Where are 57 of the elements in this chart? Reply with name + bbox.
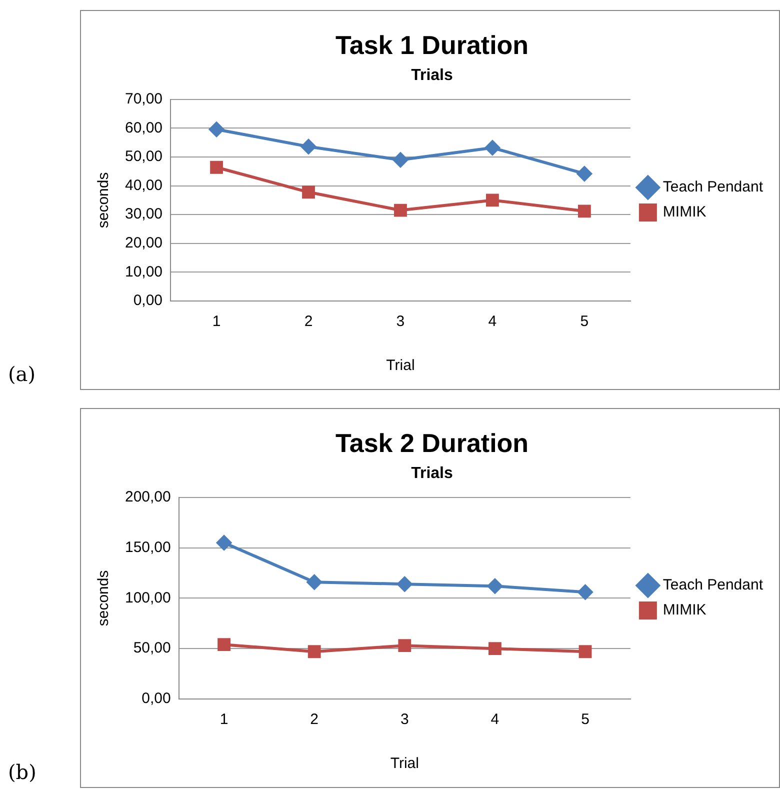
x-tick-label: 2 xyxy=(310,711,319,728)
y-tick-label: 0,00 xyxy=(142,690,171,708)
text: (b) xyxy=(8,760,36,784)
point xyxy=(308,645,321,658)
x-tick-label: 1 xyxy=(220,711,228,728)
legend-label: Teach Pendant xyxy=(662,576,764,594)
point xyxy=(487,578,502,594)
point xyxy=(394,204,407,217)
x-tick-label: 3 xyxy=(400,711,409,728)
y-axis-title: seconds xyxy=(95,172,112,228)
x-axis-title: Trial xyxy=(390,755,419,772)
y-tick-label: 50,00 xyxy=(124,148,163,166)
point xyxy=(398,639,412,652)
y-tick-label: 150,00 xyxy=(124,538,171,556)
point xyxy=(392,152,408,168)
point xyxy=(397,576,412,592)
chart-subtitle: Trials xyxy=(411,465,453,482)
point xyxy=(486,194,499,207)
y-tick-label: 70,00 xyxy=(124,90,163,108)
y-tick-label: 60,00 xyxy=(124,119,163,136)
point xyxy=(484,140,500,156)
point xyxy=(306,574,322,590)
point xyxy=(578,645,592,658)
point xyxy=(576,166,592,182)
y-tick-label: 10,00 xyxy=(124,263,163,280)
legend-label: MIMIK xyxy=(662,602,706,619)
y-tick-label: 200,00 xyxy=(124,488,171,506)
y-tick-label: 100,00 xyxy=(124,589,171,606)
point xyxy=(218,638,230,652)
y-axis-title: seconds xyxy=(95,570,112,626)
point xyxy=(216,535,232,550)
x-axis-title: Trial xyxy=(386,357,415,374)
x-tick-label: 2 xyxy=(304,313,313,330)
legend-label: MIMIK xyxy=(662,204,706,221)
point xyxy=(578,584,593,600)
x-tick-label: 4 xyxy=(490,711,500,728)
chart-subtitle: Trials xyxy=(411,67,453,84)
chart-title: Task 1 Duration xyxy=(335,30,529,60)
x-tick-label: 5 xyxy=(580,313,589,330)
x-tick-label: 5 xyxy=(581,711,590,728)
text: (a) xyxy=(8,362,36,386)
x-tick-label: 4 xyxy=(488,313,497,330)
point xyxy=(488,642,502,656)
y-tick-label: 50,00 xyxy=(133,640,171,657)
y-tick-label: 40,00 xyxy=(124,176,163,194)
point xyxy=(302,186,315,199)
legend-label: Teach Pendant xyxy=(662,178,764,196)
y-tick-label: 20,00 xyxy=(124,234,163,252)
point xyxy=(210,160,223,174)
y-tick-label: 30,00 xyxy=(124,206,163,223)
point xyxy=(209,122,224,137)
x-tick-label: 3 xyxy=(396,313,405,330)
x-tick-label: 1 xyxy=(212,313,221,330)
chart-title: Task 2 Duration xyxy=(335,428,529,458)
point xyxy=(578,204,591,218)
point xyxy=(301,139,316,154)
y-tick-label: 0,00 xyxy=(133,292,163,310)
